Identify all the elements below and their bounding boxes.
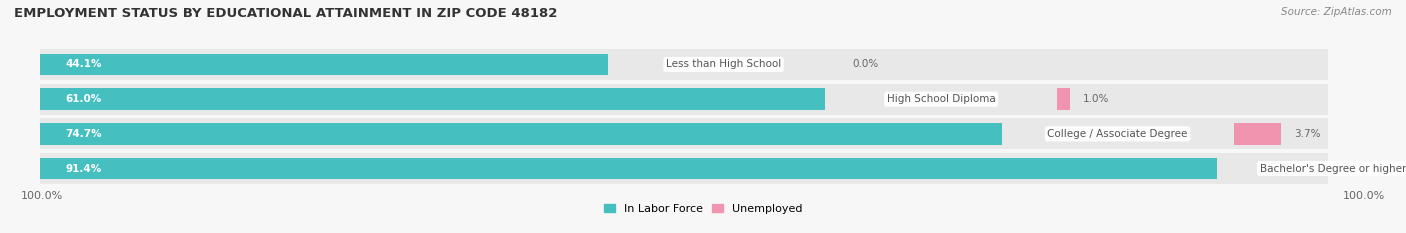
Text: College / Associate Degree: College / Associate Degree [1047,129,1188,139]
Text: Bachelor's Degree or higher: Bachelor's Degree or higher [1260,164,1406,174]
Bar [39,123,1001,145]
Text: 100.0%: 100.0% [1343,191,1385,201]
Text: 61.0%: 61.0% [66,94,101,104]
Text: 1.0%: 1.0% [1083,94,1109,104]
Bar [39,88,825,110]
Text: 0.0%: 0.0% [852,59,879,69]
Text: 3.7%: 3.7% [1294,129,1320,139]
Text: High School Diploma: High School Diploma [887,94,995,104]
Bar [39,158,1216,179]
Bar [1233,123,1281,145]
Bar [39,153,1327,184]
Text: Less than High School: Less than High School [666,59,782,69]
Legend: In Labor Force, Unemployed: In Labor Force, Unemployed [599,199,807,218]
Text: 74.7%: 74.7% [66,129,103,139]
Bar [39,49,1327,80]
Bar [1057,88,1070,110]
Text: 44.1%: 44.1% [66,59,103,69]
Text: 100.0%: 100.0% [21,191,63,201]
Bar [39,118,1327,149]
Bar [39,54,607,75]
Text: Source: ZipAtlas.com: Source: ZipAtlas.com [1281,7,1392,17]
Text: EMPLOYMENT STATUS BY EDUCATIONAL ATTAINMENT IN ZIP CODE 48182: EMPLOYMENT STATUS BY EDUCATIONAL ATTAINM… [14,7,557,20]
Bar [39,84,1327,115]
Text: 91.4%: 91.4% [66,164,101,174]
